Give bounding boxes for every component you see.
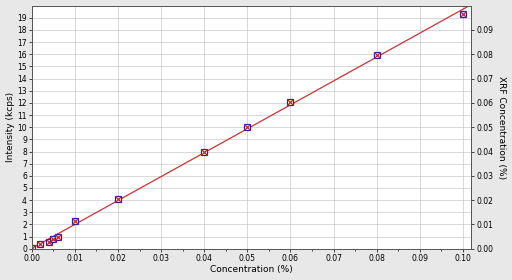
Y-axis label: XRF Concentration (%): XRF Concentration (%)	[498, 76, 506, 179]
X-axis label: Concentration (%): Concentration (%)	[210, 265, 293, 274]
Y-axis label: Intensity (kcps): Intensity (kcps)	[6, 92, 14, 162]
